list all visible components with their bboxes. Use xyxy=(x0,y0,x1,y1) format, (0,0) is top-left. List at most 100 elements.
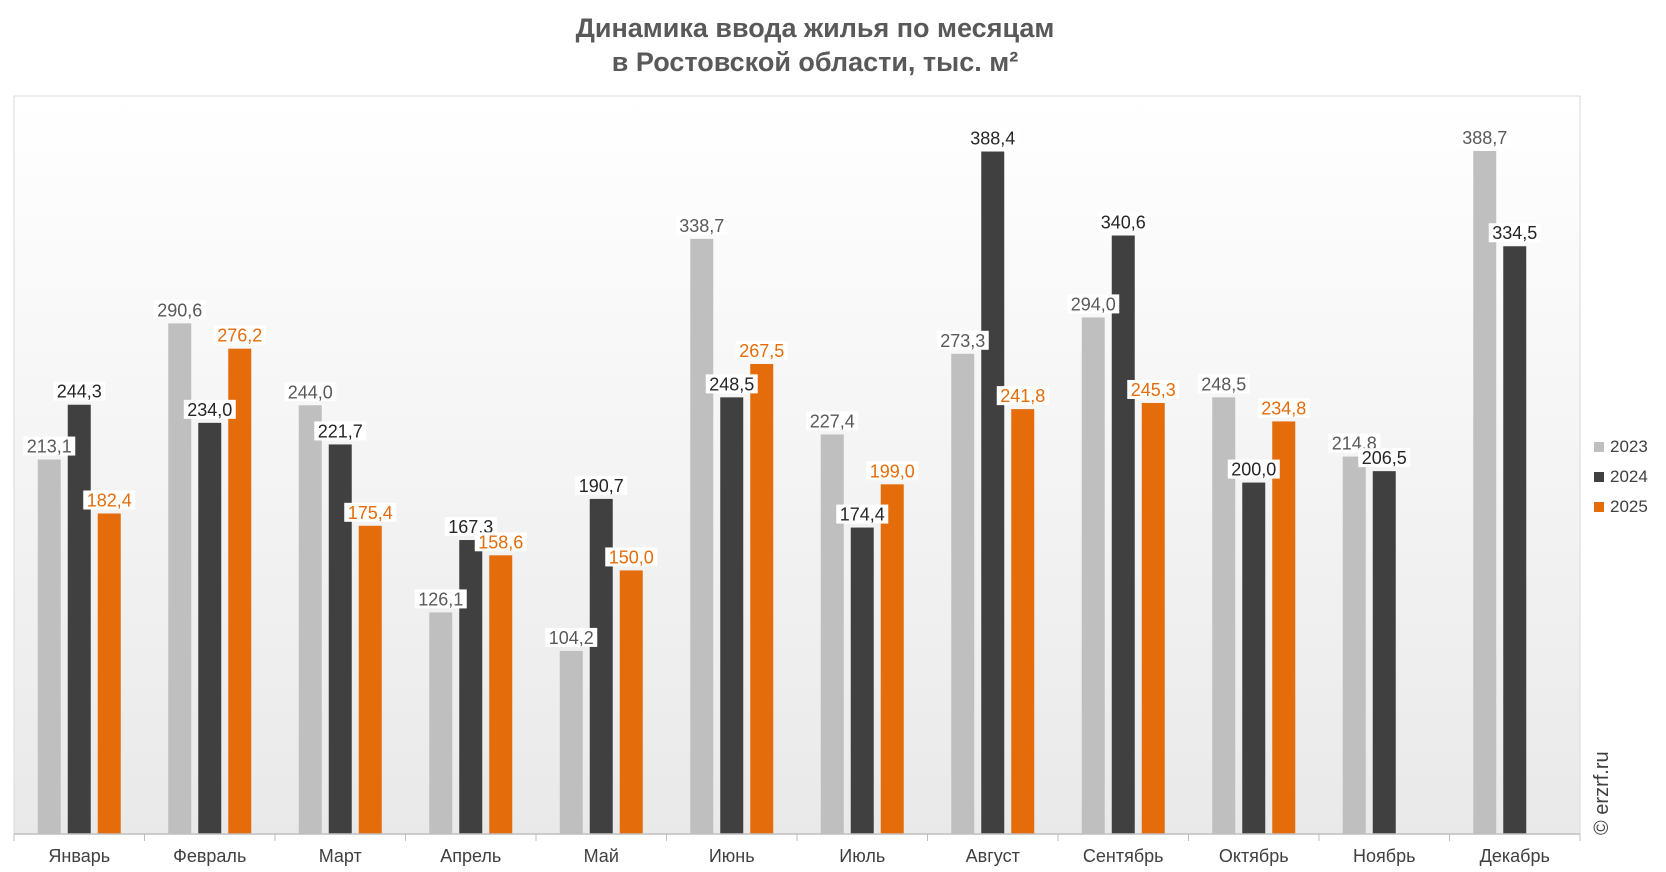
data-label-2024-3: 221,7 xyxy=(318,421,363,441)
data-label-2023-8: 273,3 xyxy=(940,331,985,351)
data-label-bg xyxy=(183,399,236,419)
data-label-bg xyxy=(83,490,136,510)
bar-2023-9 xyxy=(1081,317,1105,834)
x-tick-label-12: Декабрь xyxy=(1480,846,1550,866)
bar-2024-8 xyxy=(981,151,1005,835)
bar-2024-4 xyxy=(459,540,483,834)
data-label-bg xyxy=(936,330,989,350)
x-tick-label-5: Май xyxy=(584,846,619,866)
bar-2023-6 xyxy=(690,238,714,834)
data-label-bg xyxy=(735,340,788,360)
legend-swatch-2025 xyxy=(1594,502,1604,512)
data-label-bg xyxy=(806,411,859,431)
data-label-2024-10: 200,0 xyxy=(1231,460,1276,480)
data-label-2025-5: 150,0 xyxy=(609,547,654,567)
data-label-2023-4: 126,1 xyxy=(418,589,463,609)
x-tick-label-4: Апрель xyxy=(440,846,501,866)
bar-2023-7 xyxy=(820,434,844,834)
data-label-bg xyxy=(1067,294,1120,314)
data-label-2023-6: 338,7 xyxy=(679,216,724,236)
data-label-bg xyxy=(605,547,658,567)
bar-2024-11 xyxy=(1372,471,1396,834)
x-tick-label-3: Март xyxy=(319,846,362,866)
bar-2024-5 xyxy=(589,498,613,834)
data-label-2024-12: 334,5 xyxy=(1492,223,1537,243)
bar-2023-2 xyxy=(168,323,192,834)
data-label-2024-8: 388,4 xyxy=(970,129,1015,149)
data-label-bg xyxy=(866,461,919,481)
data-label-bg xyxy=(1227,459,1280,479)
bar-2025-6 xyxy=(750,363,774,834)
data-label-2023-5: 104,2 xyxy=(549,628,594,648)
bar-2025-7 xyxy=(880,484,904,834)
legend-swatch-2024 xyxy=(1594,472,1604,482)
legend-label-2024: 2024 xyxy=(1610,467,1648,486)
x-tick-label-6: Июнь xyxy=(709,846,755,866)
data-label-bg xyxy=(966,128,1019,148)
data-label-2023-7: 227,4 xyxy=(810,411,855,431)
bar-2025-4 xyxy=(489,555,513,834)
data-label-bg xyxy=(53,381,106,401)
x-tick-label-10: Октябрь xyxy=(1219,846,1289,866)
bar-2024-9 xyxy=(1111,235,1135,834)
data-label-2024-7: 174,4 xyxy=(840,505,885,525)
data-label-2024-6: 248,5 xyxy=(709,374,754,394)
data-label-bg xyxy=(705,374,758,394)
data-label-bg xyxy=(1097,212,1150,232)
data-labels-layer: 213,1 244,3 182,4 290,6 234,0 276,2 244,0 221,7… xyxy=(23,128,1541,648)
data-label-2023-10: 248,5 xyxy=(1201,374,1246,394)
bar-2023-3 xyxy=(298,405,322,834)
plot-area xyxy=(13,95,1581,835)
data-label-bg xyxy=(996,386,1049,406)
data-label-bg xyxy=(414,589,467,609)
data-label-2025-8: 241,8 xyxy=(1000,386,1045,406)
bar-2025-3 xyxy=(358,525,382,834)
bar-2025-1 xyxy=(97,513,121,834)
data-label-2025-9: 245,3 xyxy=(1131,380,1176,400)
data-label-2023-2: 290,6 xyxy=(157,300,202,320)
bar-2023-10 xyxy=(1212,397,1236,834)
data-label-bg xyxy=(444,517,497,537)
bar-2023-4 xyxy=(429,612,453,834)
legend-swatch-2023 xyxy=(1594,442,1604,452)
credit-watermark: © erzrf.ru xyxy=(1591,751,1613,835)
data-label-bg xyxy=(153,300,206,320)
data-label-2023-12: 388,7 xyxy=(1462,128,1507,148)
legend-label-2023: 2023 xyxy=(1610,437,1648,456)
x-tick-label-2: Февраль xyxy=(173,846,246,866)
data-label-2025-6: 267,5 xyxy=(739,341,784,361)
chart-subtitle: в Ростовской области, тыс. м² xyxy=(612,47,1018,77)
bar-2025-8 xyxy=(1011,409,1035,834)
chart-title: Динамика ввода жилья по месяцам xyxy=(576,13,1055,43)
data-label-2023-9: 294,0 xyxy=(1071,294,1116,314)
legend: 2023 2024 2025 xyxy=(1594,437,1648,516)
bar-2024-12 xyxy=(1503,246,1527,834)
data-label-bg xyxy=(575,475,628,495)
bar-2024-2 xyxy=(198,422,222,834)
data-label-bg xyxy=(1197,374,1250,394)
bar-2023-8 xyxy=(951,353,975,834)
data-label-bg xyxy=(23,436,76,456)
x-axis-ticks xyxy=(13,834,1581,841)
data-label-bg xyxy=(1127,379,1180,399)
bar-2025-5 xyxy=(619,570,643,834)
data-label-bg xyxy=(1458,127,1511,147)
data-label-bg xyxy=(344,502,397,522)
data-label-bg xyxy=(314,421,367,441)
data-label-bg xyxy=(474,532,527,552)
data-label-bg xyxy=(1488,223,1541,243)
data-label-bg xyxy=(284,382,337,402)
bar-2025-2 xyxy=(228,348,252,834)
data-label-2023-1: 213,1 xyxy=(27,437,72,457)
bar-2024-3 xyxy=(328,444,352,834)
bar-2024-10 xyxy=(1242,482,1266,834)
data-label-2024-9: 340,6 xyxy=(1101,213,1146,233)
x-tick-label-11: Ноябрь xyxy=(1353,846,1415,866)
bar-2025-9 xyxy=(1141,402,1165,834)
bar-2023-12 xyxy=(1473,150,1497,835)
data-label-2025-10: 234,8 xyxy=(1261,398,1306,418)
x-tick-label-1: Январь xyxy=(48,846,110,866)
x-tick-label-9: Сентябрь xyxy=(1083,846,1164,866)
legend-label-2025: 2025 xyxy=(1610,497,1648,516)
bar-2023-5 xyxy=(559,650,583,834)
